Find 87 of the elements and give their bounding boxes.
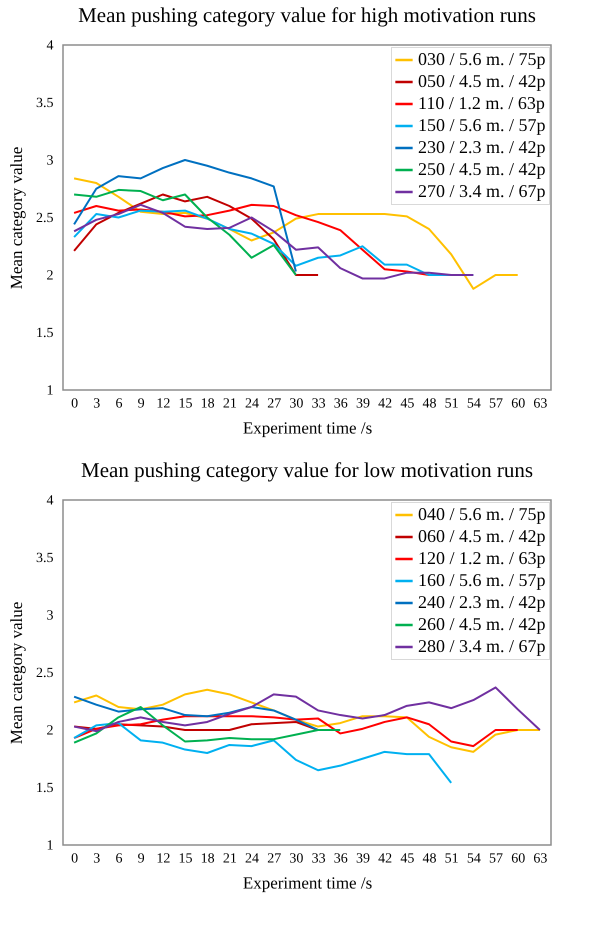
x-tick-label: 54 <box>466 396 481 412</box>
x-tick-label: 30 <box>289 396 304 412</box>
line-series <box>73 177 519 290</box>
x-tick-label: 6 <box>115 396 122 412</box>
chart-title: Mean pushing category value for high motivation runs <box>78 3 536 27</box>
x-tick-label: 24 <box>245 852 260 866</box>
x-tick-label: 36 <box>334 396 348 412</box>
chart-title: Mean pushing category value for low motivation runs <box>81 458 533 482</box>
line-series <box>73 722 452 784</box>
y-tick-label: 1.5 <box>36 781 54 796</box>
x-tick-label: 18 <box>200 396 215 412</box>
line-series <box>73 204 430 276</box>
x-tick-label: 18 <box>200 852 215 866</box>
x-tick-label: 24 <box>245 396 260 412</box>
x-tick-label: 63 <box>533 852 548 866</box>
y-tick-label: 3.5 <box>36 551 54 566</box>
x-tick-label: 27 <box>267 852 282 866</box>
legend-label: 160 / 5.6 m. / 57p <box>418 570 546 590</box>
x-tick-label: 48 <box>422 396 436 412</box>
x-tick-label: 0 <box>71 396 78 412</box>
legend-label: 110 / 1.2 m. / 63p <box>418 93 545 113</box>
legend-label: 270 / 3.4 m. / 67p <box>418 181 546 201</box>
x-tick-label: 21 <box>222 852 237 866</box>
line-series <box>73 706 342 744</box>
y-tick-label: 3.5 <box>36 96 54 111</box>
legend-label: 120 / 1.2 m. / 63p <box>418 548 546 568</box>
x-tick-label: 45 <box>400 852 414 866</box>
x-tick-label: 60 <box>511 852 526 866</box>
x-tick-label: 21 <box>222 396 237 412</box>
x-tick-label: 54 <box>466 852 481 866</box>
y-tick-label: 2.5 <box>36 666 54 681</box>
x-axis-title: Experiment time /s <box>242 874 372 892</box>
x-tick-label: 48 <box>422 852 436 866</box>
y-tick-label: 1 <box>46 384 54 398</box>
line-series <box>73 688 541 753</box>
x-tick-label: 36 <box>334 852 348 866</box>
y-tick-label: 1 <box>46 838 54 854</box>
x-tick-label: 39 <box>356 396 370 412</box>
legend-label: 040 / 5.6 m. / 75p <box>418 504 546 524</box>
y-tick-label: 2.5 <box>36 211 54 226</box>
legend-label: 150 / 5.6 m. / 57p <box>418 115 546 135</box>
legend-label: 250 / 4.5 m. / 42p <box>418 159 546 179</box>
x-tick-label: 33 <box>312 396 326 412</box>
x-tick-label: 0 <box>71 852 78 866</box>
line-series <box>73 696 320 731</box>
x-tick-label: 15 <box>178 852 192 866</box>
legend-label: 060 / 4.5 m. / 42p <box>418 526 546 546</box>
x-tick-label: 57 <box>489 852 504 866</box>
x-tick-label: 30 <box>289 852 304 866</box>
legend-label: 030 / 5.6 m. / 75p <box>418 49 546 69</box>
y-tick-label: 4 <box>46 38 54 54</box>
y-tick-label: 3 <box>46 154 54 168</box>
line-series <box>73 715 519 748</box>
x-tick-label: 6 <box>115 852 122 866</box>
x-tick-label: 9 <box>138 396 145 412</box>
y-tick-label: 2 <box>46 724 54 738</box>
y-axis-title: Mean category value <box>7 602 26 744</box>
line-series <box>73 159 297 273</box>
x-tick-label: 57 <box>489 396 504 412</box>
y-tick-label: 4 <box>46 494 54 508</box>
x-tick-label: 42 <box>378 852 392 866</box>
x-tick-label: 12 <box>156 396 170 412</box>
x-tick-label: 3 <box>93 852 100 866</box>
y-tick-label: 3 <box>46 608 54 624</box>
x-tick-label: 15 <box>178 396 192 412</box>
legend-label: 240 / 2.3 m. / 42p <box>418 592 546 612</box>
line-series <box>73 686 541 732</box>
y-tick-label: 2 <box>46 268 54 284</box>
legend-label: 050 / 4.5 m. / 42p <box>418 71 546 91</box>
x-tick-label: 42 <box>378 396 392 412</box>
x-tick-label: 63 <box>533 396 548 412</box>
legend-label: 260 / 4.5 m. / 42p <box>418 614 546 634</box>
x-tick-label: 9 <box>138 852 145 866</box>
y-axis-title: Mean category value <box>7 146 26 290</box>
x-tick-label: 51 <box>444 852 459 866</box>
x-tick-label: 27 <box>267 396 282 412</box>
y-tick-label: 1.5 <box>36 326 54 341</box>
legend-label: 230 / 2.3 m. / 42p <box>418 137 546 157</box>
x-tick-label: 60 <box>511 396 526 412</box>
x-tick-label: 33 <box>312 852 326 866</box>
x-axis-title: Experiment time /s <box>242 418 372 438</box>
x-tick-label: 3 <box>93 396 100 412</box>
legend-label: 280 / 3.4 m. / 67p <box>418 636 546 656</box>
x-tick-label: 39 <box>356 852 370 866</box>
x-tick-label: 51 <box>444 396 459 412</box>
x-tick-label: 45 <box>400 396 414 412</box>
x-tick-label: 12 <box>156 852 170 866</box>
